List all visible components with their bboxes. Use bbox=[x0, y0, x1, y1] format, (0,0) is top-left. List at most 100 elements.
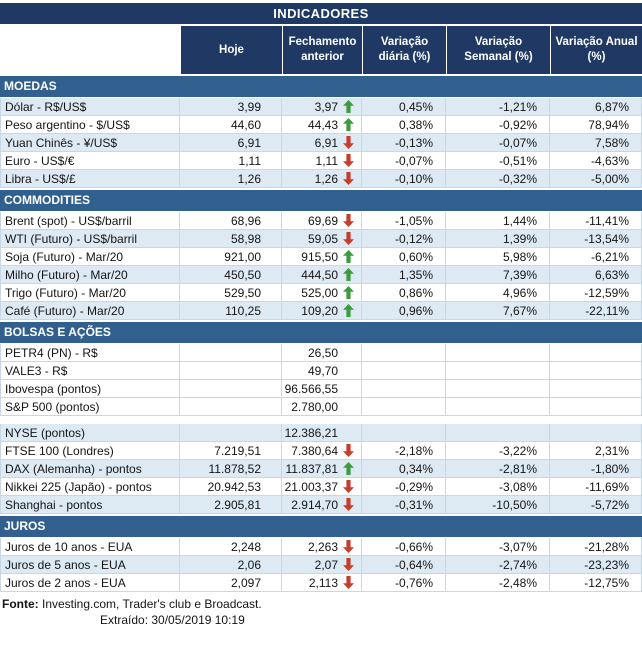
fechamento-cell: 2.780,00 bbox=[282, 398, 362, 416]
down-arrow-icon bbox=[341, 480, 356, 493]
section-header-bolsas-e-a-es: BOLSAS E AÇÕES bbox=[0, 322, 642, 343]
fechamento-cell: 915,50 bbox=[282, 248, 362, 266]
variacao-semanal-value: 7,39% bbox=[446, 266, 550, 284]
table-header-row: Hoje Fechamento anterior Variação diária… bbox=[0, 26, 642, 74]
fechamento-cell: 525,00 bbox=[282, 284, 362, 302]
down-arrow-icon bbox=[341, 154, 356, 167]
variacao-semanal-value: 5,98% bbox=[446, 248, 550, 266]
variacao-anual-value: 2,31% bbox=[550, 442, 642, 460]
variacao-anual-value: -5,72% bbox=[550, 496, 642, 514]
variacao-diaria-value bbox=[362, 362, 446, 380]
fechamento-cell: 1,26 bbox=[282, 170, 362, 188]
fechamento-value: 915,50 bbox=[301, 249, 338, 264]
fechamento-value: 69,69 bbox=[307, 213, 338, 228]
variacao-semanal-value: 7,67% bbox=[446, 302, 550, 320]
variacao-diaria-value: -0,64% bbox=[362, 556, 446, 574]
fechamento-cell: 96.566,55 bbox=[282, 380, 362, 398]
column-header-hoje: Hoje bbox=[180, 26, 282, 74]
fechamento-cell: 2,113 bbox=[282, 574, 362, 592]
table-row: Nikkei 225 (Japão) - pontos 20.942,53 21.0… bbox=[0, 478, 642, 496]
variacao-diaria-value bbox=[362, 424, 446, 442]
down-arrow-icon bbox=[341, 576, 356, 589]
row-label: WTI (Futuro) - US$/barril bbox=[0, 230, 180, 248]
hoje-value: 529,50 bbox=[180, 284, 282, 302]
fechamento-value: 2,113 bbox=[308, 575, 338, 590]
fechamento-value: 109,20 bbox=[301, 303, 338, 318]
hoje-value: 11.878,52 bbox=[180, 460, 282, 478]
fechamento-cell: 49,70 bbox=[282, 362, 362, 380]
variacao-diaria-value: -0,10% bbox=[362, 170, 446, 188]
column-header-variacao-diaria: Variação diária (%) bbox=[362, 26, 446, 74]
indicators-report: INDICADORES Hoje Fechamento anterior Var… bbox=[0, 3, 642, 627]
variacao-semanal-value: -0,51% bbox=[446, 152, 550, 170]
variacao-diaria-value: 0,86% bbox=[362, 284, 446, 302]
variacao-semanal-value: -3,08% bbox=[446, 478, 550, 496]
row-label: DAX (Alemanha) - pontos bbox=[0, 460, 180, 478]
report-footer: Fonte: Investing.com, Trader's club e Br… bbox=[0, 597, 642, 627]
variacao-anual-value: -12,75% bbox=[550, 574, 642, 592]
fechamento-cell: 26,50 bbox=[282, 344, 362, 362]
table-row: Soja (Futuro) - Mar/20 921,00 915,50 0,60% 5… bbox=[0, 248, 642, 266]
variacao-semanal-value: -2,48% bbox=[446, 574, 550, 592]
hoje-value: 7.219,51 bbox=[180, 442, 282, 460]
variacao-diaria-value: -0,12% bbox=[362, 230, 446, 248]
fechamento-value: 59,05 bbox=[307, 231, 338, 246]
row-label: Peso argentino - $/US$ bbox=[0, 116, 180, 134]
variacao-semanal-value: 4,96% bbox=[446, 284, 550, 302]
hoje-value bbox=[180, 398, 282, 416]
hoje-value: 20.942,53 bbox=[180, 478, 282, 496]
section-header-commodities: COMMODITIES bbox=[0, 190, 642, 211]
variacao-diaria-value: 0,45% bbox=[362, 98, 446, 116]
fechamento-cell: 2,263 bbox=[282, 538, 362, 556]
variacao-anual-value bbox=[550, 380, 642, 398]
down-arrow-icon bbox=[341, 136, 356, 149]
table-row: Café (Futuro) - Mar/20 110,25 109,20 0,96% 7… bbox=[0, 302, 642, 320]
hoje-value: 921,00 bbox=[180, 248, 282, 266]
section-header-juros: JUROS bbox=[0, 516, 642, 537]
variacao-diaria-value: -0,76% bbox=[362, 574, 446, 592]
down-arrow-icon bbox=[341, 558, 356, 571]
variacao-diaria-value bbox=[362, 398, 446, 416]
variacao-diaria-value bbox=[362, 344, 446, 362]
hoje-value: 2,06 bbox=[180, 556, 282, 574]
variacao-anual-value bbox=[550, 398, 642, 416]
row-label: Brent (spot) - US$/barril bbox=[0, 212, 180, 230]
column-header-variacao-semanal: Variação Semanal (%) bbox=[446, 26, 550, 74]
variacao-diaria-value: 0,60% bbox=[362, 248, 446, 266]
variacao-semanal-value: -0,92% bbox=[446, 116, 550, 134]
row-label: Milho (Futuro) - Mar/20 bbox=[0, 266, 180, 284]
variacao-semanal-value bbox=[446, 344, 550, 362]
down-arrow-icon bbox=[341, 444, 356, 457]
table-row: Ibovespa (pontos) 96.566,55 bbox=[0, 380, 642, 398]
variacao-diaria-value: -0,07% bbox=[362, 152, 446, 170]
variacao-diaria-value: 1,35% bbox=[362, 266, 446, 284]
hoje-value: 1,26 bbox=[180, 170, 282, 188]
extraction-timestamp: Extraído: 30/05/2019 10:19 bbox=[100, 613, 245, 627]
fechamento-value: 2,07 bbox=[314, 557, 338, 572]
table-row: S&P 500 (pontos) 2.780,00 bbox=[0, 398, 642, 416]
variacao-diaria-value: 0,34% bbox=[362, 460, 446, 478]
section-header-moedas: MOEDAS bbox=[0, 76, 642, 97]
indicators-table-body: MOEDAS Dólar - R$/US$ 3,99 3,97 0,45% -1,21% 6… bbox=[0, 76, 642, 592]
row-label: Libra - US$/£ bbox=[0, 170, 180, 188]
row-label: Dólar - R$/US$ bbox=[0, 98, 180, 116]
table-row: WTI (Futuro) - US$/barril 58,98 59,05 -0,12… bbox=[0, 230, 642, 248]
variacao-diaria-value: -0,66% bbox=[362, 538, 446, 556]
down-arrow-icon bbox=[341, 172, 356, 185]
variacao-diaria-value: -0,31% bbox=[362, 496, 446, 514]
fechamento-cell: 59,05 bbox=[282, 230, 362, 248]
down-arrow-icon bbox=[341, 540, 356, 553]
variacao-semanal-value: 1,39% bbox=[446, 230, 550, 248]
row-label: NYSE (pontos) bbox=[0, 424, 180, 442]
variacao-anual-value: -11,69% bbox=[550, 478, 642, 496]
hoje-value: 2.905,81 bbox=[180, 496, 282, 514]
row-label: Juros de 10 anos - EUA bbox=[0, 538, 180, 556]
hoje-value: 68,96 bbox=[180, 212, 282, 230]
down-arrow-icon bbox=[341, 214, 356, 227]
row-label: Trigo (Futuro) - Mar/20 bbox=[0, 284, 180, 302]
table-row: Shanghai - pontos 2.905,81 2.914,70 -0,31% -… bbox=[0, 496, 642, 514]
source-label: Fonte: bbox=[2, 597, 39, 611]
variacao-semanal-value: -1,21% bbox=[446, 98, 550, 116]
variacao-diaria-value: 0,38% bbox=[362, 116, 446, 134]
hoje-value: 3,99 bbox=[180, 98, 282, 116]
